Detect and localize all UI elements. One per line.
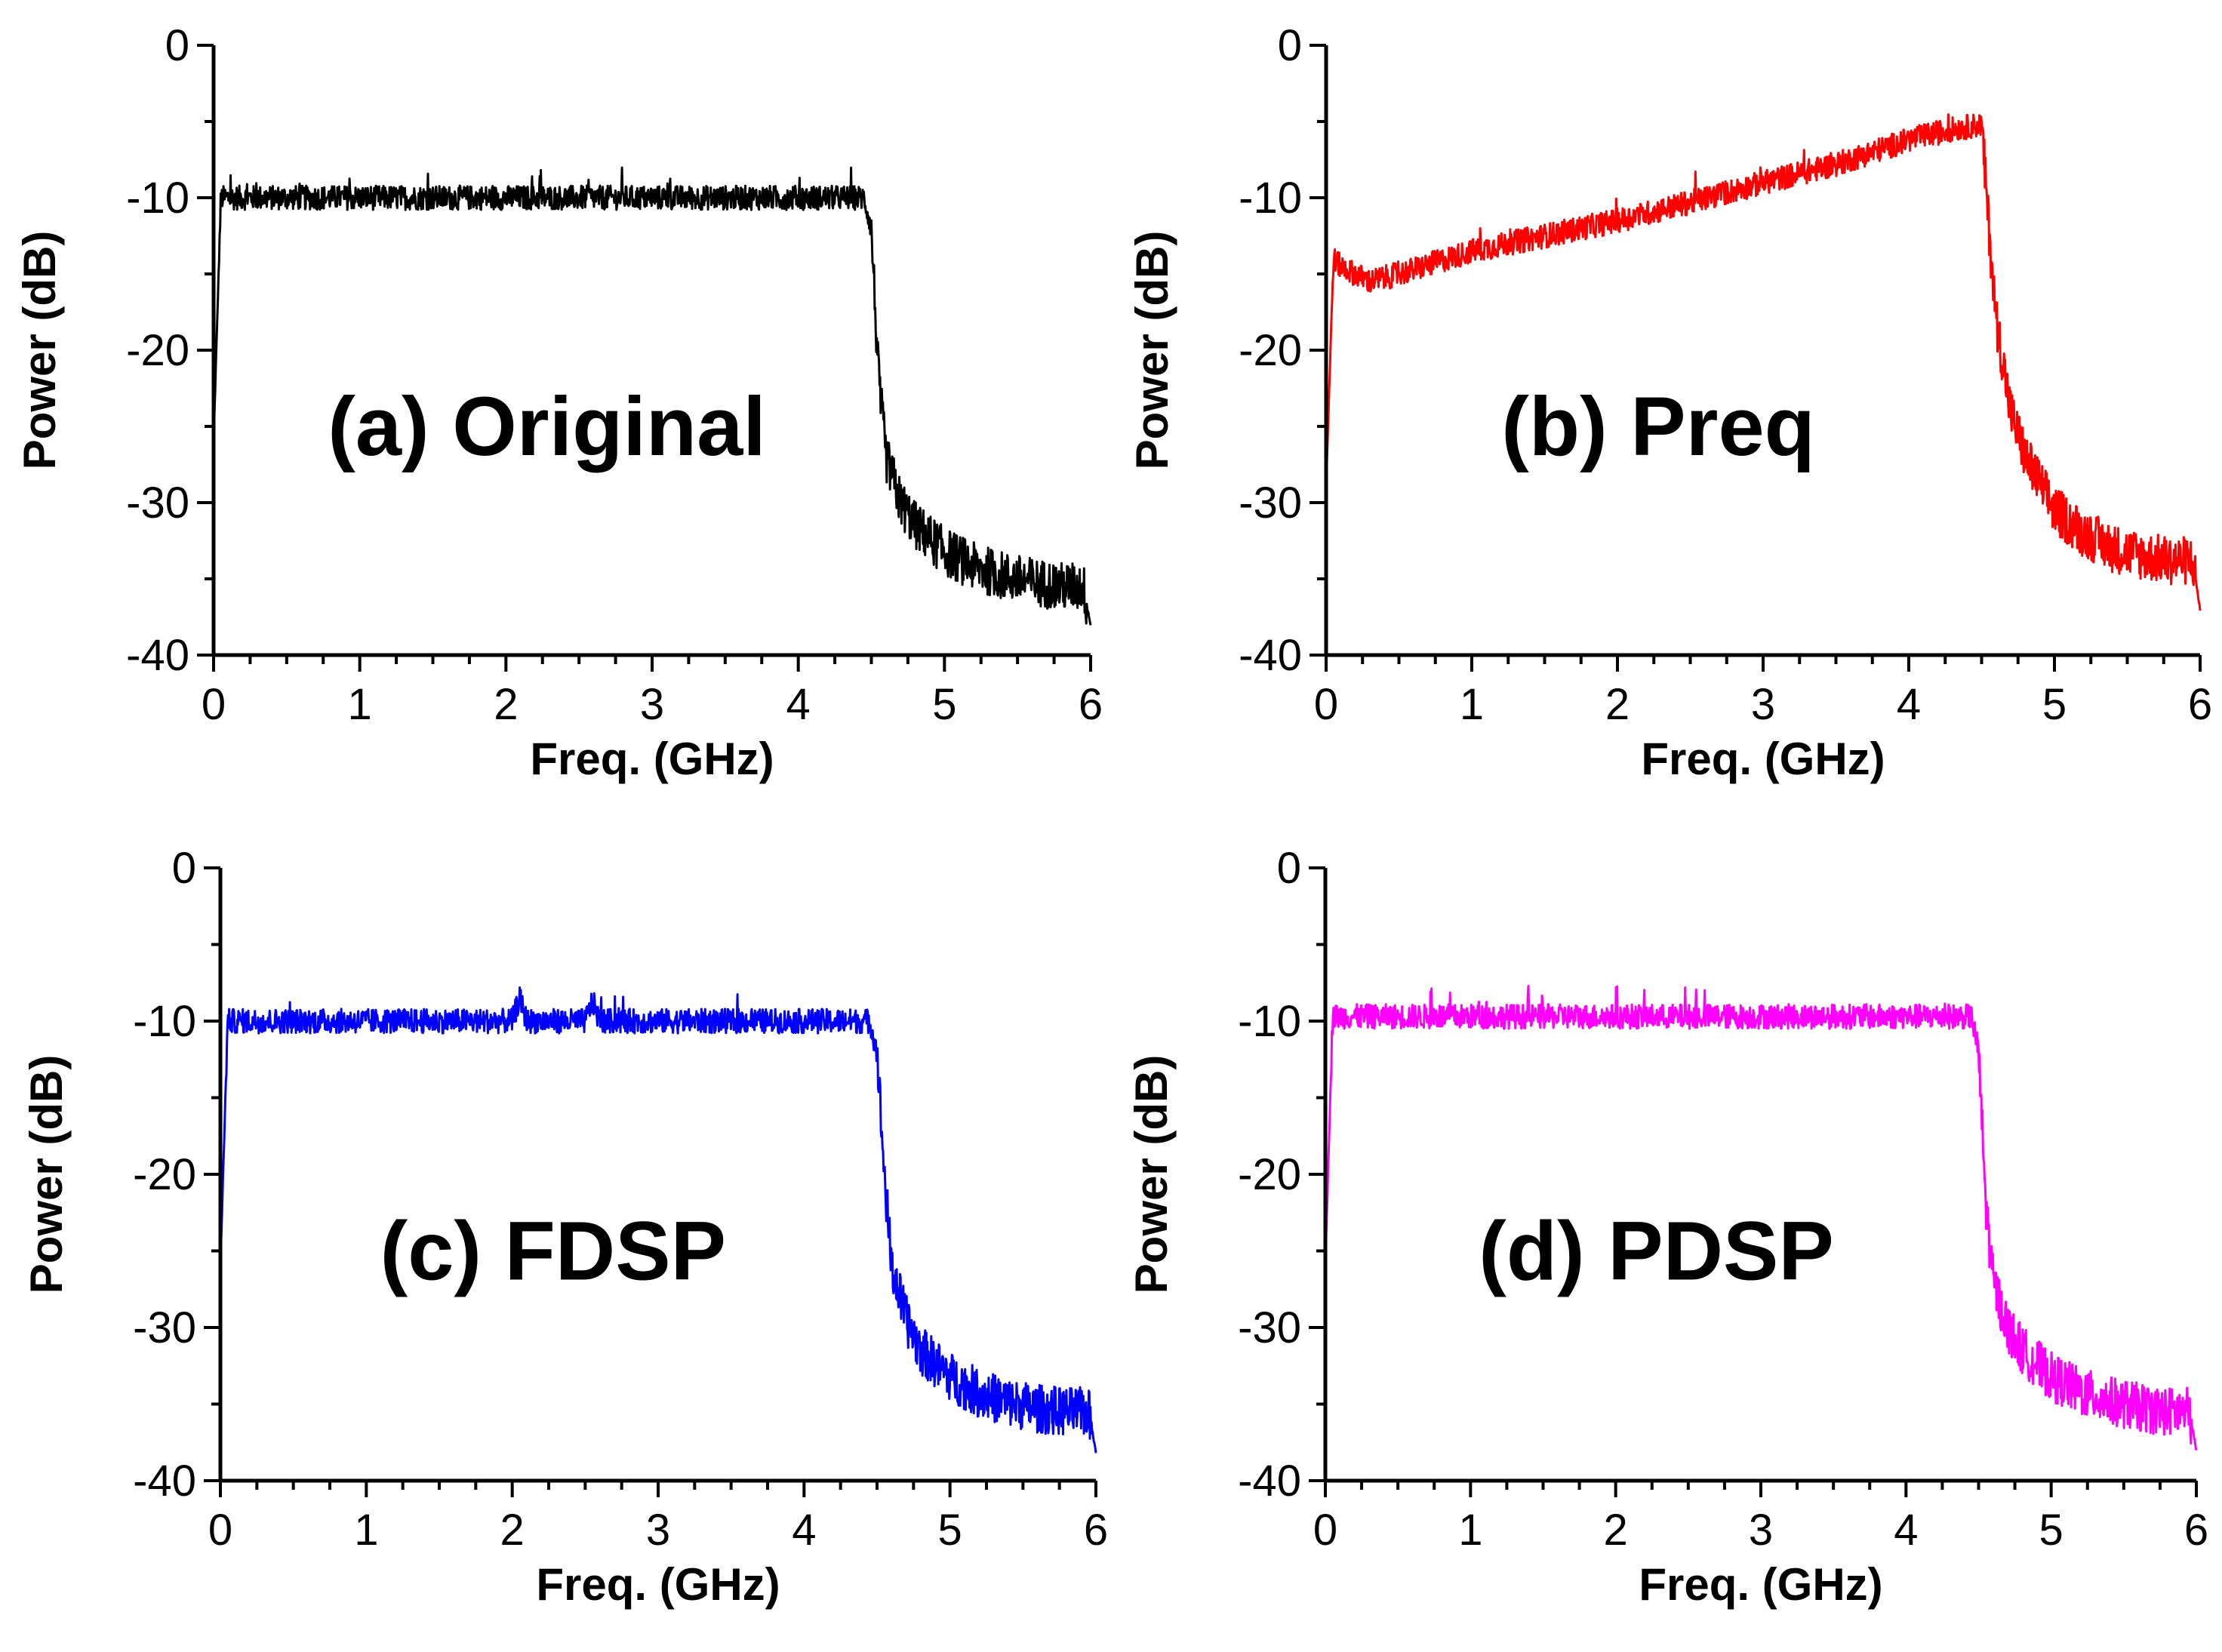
y-tick-label: -40	[1238, 1457, 1301, 1506]
y-tick-label: 0	[172, 844, 196, 893]
y-tick-label: -30	[1238, 1303, 1301, 1352]
x-tick-label: 6	[1084, 1506, 1108, 1555]
panel-title-fdsp: (c) FDSP	[380, 1205, 726, 1298]
x-tick-label: 2	[1604, 1506, 1628, 1555]
x-tick-label: 5	[2042, 680, 2067, 729]
x-tick-label: 3	[646, 1506, 670, 1555]
x-tick-label: 2	[500, 1506, 525, 1555]
y-tick-label: -20	[133, 1150, 196, 1199]
x-tick-label: 5	[2039, 1506, 2064, 1555]
y-tick-label: 0	[1278, 21, 1302, 70]
x-tick-label: 4	[792, 1506, 816, 1555]
y-axis-title: Power (dB)	[21, 1055, 72, 1294]
y-tick-label: -20	[126, 326, 189, 375]
x-tick-label: 0	[1314, 680, 1338, 729]
x-axis-title: Freq. (GHz)	[536, 1559, 780, 1610]
x-tick-label: 0	[202, 680, 226, 729]
x-axis-title: Freq. (GHz)	[1639, 1559, 1882, 1610]
y-axis-title: Power (dB)	[1127, 231, 1177, 470]
y-tick-label: -10	[133, 997, 196, 1046]
y-axis-title: Power (dB)	[1126, 1055, 1177, 1294]
y-tick-label: 0	[165, 21, 189, 70]
y-tick-label: -30	[1239, 478, 1302, 528]
x-tick-label: 2	[494, 680, 518, 729]
x-tick-label: 4	[786, 680, 811, 729]
x-axis-title: Freq. (GHz)	[1641, 734, 1885, 784]
y-tick-label: -40	[126, 631, 189, 680]
spectrum-line-fdsp	[219, 986, 1097, 1454]
x-tick-label: 5	[932, 680, 956, 729]
spectrum-line-original	[212, 166, 1092, 626]
x-tick-label: 4	[1897, 680, 1921, 729]
x-tick-label: 3	[1749, 1506, 1773, 1555]
y-tick-label: -10	[1239, 174, 1302, 223]
x-tick-label: 0	[1313, 1506, 1337, 1555]
x-tick-label: 4	[1894, 1506, 1918, 1555]
x-tick-label: 2	[1605, 680, 1630, 729]
panel-title-pdsp: (d) PDSP	[1479, 1205, 1834, 1298]
x-tick-label: 0	[208, 1506, 232, 1555]
y-tick-label: -10	[1238, 997, 1301, 1046]
x-tick-label: 1	[348, 680, 372, 729]
spectrum-line-pdsp	[1324, 985, 2198, 1451]
y-tick-label: -20	[1238, 1150, 1301, 1199]
y-tick-label: 0	[1277, 844, 1301, 893]
y-tick-label: -30	[126, 478, 189, 528]
y-tick-label: -40	[133, 1457, 196, 1506]
y-tick-label: -40	[1239, 631, 1302, 680]
y-tick-label: -20	[1239, 326, 1302, 375]
spectrum-line-preq	[1325, 113, 2202, 611]
x-tick-label: 5	[938, 1506, 962, 1555]
x-tick-label: 6	[1079, 680, 1103, 729]
panel-title-preq: (b) Preq	[1501, 380, 1815, 473]
x-axis-title: Freq. (GHz)	[530, 734, 774, 784]
y-axis-title: Power (dB)	[14, 231, 65, 470]
x-tick-label: 1	[1460, 680, 1484, 729]
y-tick-label: -30	[133, 1303, 196, 1352]
x-tick-label: 1	[1458, 1506, 1482, 1555]
x-tick-label: 3	[1751, 680, 1775, 729]
x-tick-label: 3	[640, 680, 664, 729]
x-tick-label: 1	[354, 1506, 378, 1555]
x-tick-label: 6	[2184, 1506, 2208, 1555]
chart-panel-original: 0 -10 -20 -30 -40 0 1 2 3 4 5 6 Freq. (GHz) Power (dB…	[14, 21, 1103, 784]
x-tick-label: 6	[2188, 680, 2212, 729]
panel-title-original: (a) Original	[328, 380, 766, 473]
y-tick-label: -10	[126, 174, 189, 223]
